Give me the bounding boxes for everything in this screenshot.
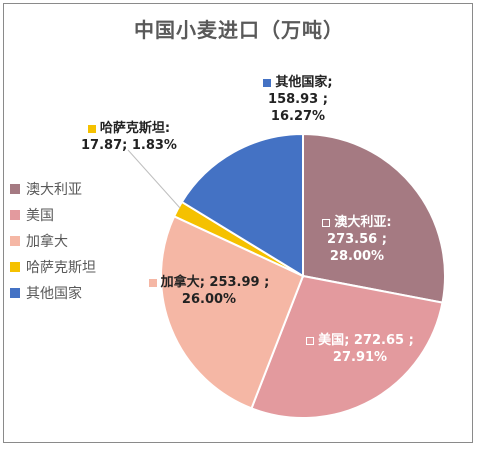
data-label-other: 其他国家; 158.93 ; 16.27% — [238, 74, 358, 125]
legend-label-usa: 美国 — [26, 208, 54, 224]
label-key-other — [263, 78, 272, 87]
legend-item-kazakhstan: 哈萨克斯坦 — [10, 254, 96, 280]
label-pct-canada: 26.00% — [181, 292, 237, 307]
label-value-kazakhstan: 17.87; 1.83% — [81, 138, 177, 153]
label-name-other: 其他国家; — [275, 75, 333, 90]
legend-item-usa: 美国 — [10, 202, 96, 228]
label-value-other: 158.93 ; — [268, 92, 328, 107]
data-label-kazakhstan: 哈萨克斯坦: 17.87; 1.83% — [64, 120, 194, 154]
label-pct-usa: 27.91% — [332, 350, 388, 365]
pie-slice-canada — [160, 214, 305, 410]
label-key-kazakhstan — [87, 124, 96, 133]
legend-swatch-usa — [10, 210, 20, 220]
label-value-canada: ; 253.99 ; — [199, 275, 270, 290]
legend-swatch-other — [10, 288, 20, 298]
label-pct-australia: 28.00% — [329, 249, 385, 264]
pie-slice-usa — [250, 274, 444, 419]
label-name-kazakhstan: 哈萨克斯坦: — [99, 121, 171, 136]
legend-label-kazakhstan: 哈萨克斯坦 — [26, 260, 96, 276]
pie-slice-other — [180, 132, 304, 278]
label-value-australia: 273.56 ; — [327, 232, 387, 247]
legend-label-australia: 澳大利亚 — [26, 182, 82, 198]
legend-item-other: 其他国家 — [10, 280, 96, 306]
data-label-usa: 美国; 272.65 ; 27.91% — [290, 332, 430, 366]
label-name-canada: 加拿大 — [160, 275, 200, 290]
legend-item-canada: 加拿大 — [10, 228, 96, 254]
label-name-usa: 美国 — [318, 333, 345, 348]
label-key-usa — [306, 336, 315, 345]
leader-line-kazakhstan — [127, 149, 181, 209]
data-label-australia: 澳大利亚: 273.56 ; 28.00% — [302, 214, 412, 265]
chart-title: 中国小麦进口（万吨） — [134, 18, 344, 42]
legend-item-australia: 澳大利亚 — [10, 176, 96, 202]
label-value-usa: ; 272.65 ; — [344, 333, 414, 348]
label-key-canada — [148, 278, 157, 287]
legend-label-canada: 加拿大 — [26, 234, 68, 250]
label-pct-other: 16.27% — [270, 109, 326, 124]
legend-swatch-australia — [10, 184, 20, 194]
label-key-australia — [322, 218, 331, 227]
legend-swatch-canada — [10, 236, 20, 246]
label-name-australia: 澳大利亚: — [334, 215, 392, 230]
data-label-canada: 加拿大; 253.99 ; 26.00% — [134, 274, 284, 308]
legend-label-other: 其他国家 — [26, 286, 82, 302]
legend: 澳大利亚 美国 加拿大 哈萨克斯坦 其他国家 — [10, 176, 96, 306]
pie-slice-australia — [302, 132, 446, 304]
legend-swatch-kazakhstan — [10, 262, 20, 272]
